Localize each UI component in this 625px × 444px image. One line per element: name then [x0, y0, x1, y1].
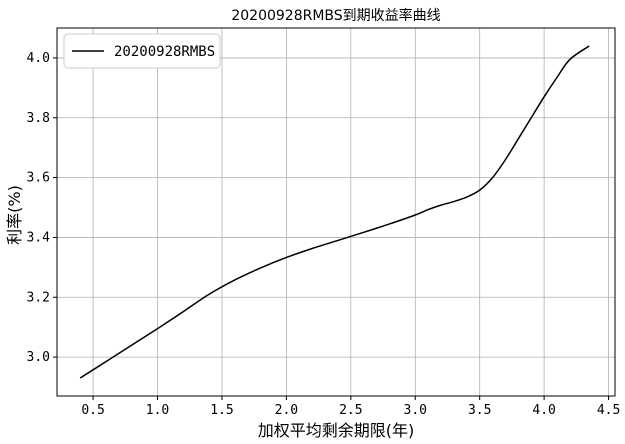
x-axis: 0.5 1.0 1.5 2.0 2.5 3.0 3.5 4.0 4.5	[81, 396, 620, 418]
x-tick-label: 1.0	[146, 403, 169, 418]
y-tick-label: 3.8	[27, 111, 50, 126]
y-tick-label: 4.0	[27, 51, 50, 66]
series-line	[79, 45, 590, 379]
y-tick-label: 3.0	[27, 350, 50, 365]
series-layer	[79, 45, 590, 379]
plot-frame	[56, 27, 616, 397]
grid	[57, 28, 615, 396]
y-tick-label: 3.4	[27, 230, 51, 245]
legend-label: 20200928RMBS	[114, 44, 215, 60]
legend-box	[63, 33, 221, 69]
y-axis-label: 利率(%)	[5, 185, 24, 245]
x-tick-label: 2.5	[339, 403, 362, 418]
x-tick-label: 3.0	[404, 403, 427, 418]
x-tick-label: 3.5	[468, 403, 491, 418]
x-tick-label: 4.5	[597, 403, 620, 418]
x-tick-label: 4.0	[532, 403, 555, 418]
x-tick-label: 1.5	[210, 403, 233, 418]
y-axis: 3.0 3.2 3.4 3.6 3.8 4.0	[27, 51, 57, 365]
y-tick-label: 3.2	[27, 290, 50, 305]
x-tick-label: 0.5	[81, 403, 104, 418]
x-axis-label: 加权平均剩余期限(年)	[258, 421, 415, 440]
y-tick-label: 3.6	[27, 171, 50, 186]
x-tick-label: 2.0	[275, 403, 298, 418]
chart-title: 20200928RMBS到期收益率曲线	[231, 7, 440, 24]
legend: 20200928RMBS	[63, 33, 221, 69]
